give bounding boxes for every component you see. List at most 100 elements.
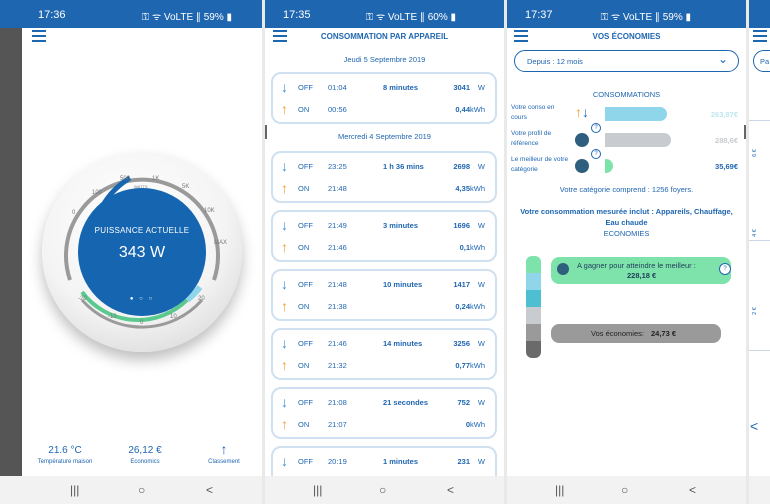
date-header: Mercredi 4 Septembre 2019 [338, 132, 431, 141]
bar-current: Votre conso en cours ↑↓ 263,87€ [511, 103, 740, 127]
duration-value: 10 minutes [383, 280, 423, 289]
home-button[interactable]: ○ [621, 483, 629, 497]
period-select[interactable]: Pa [753, 50, 770, 72]
chevron-left-icon[interactable]: < [750, 418, 759, 434]
help-icon[interactable]: ? [719, 263, 731, 275]
measure-unit: kWh [470, 420, 485, 429]
tick-label: -10 [108, 314, 117, 320]
bar-reference: Votre profil de référence ? 288,6€ [511, 123, 740, 153]
menu-icon[interactable] [32, 30, 46, 42]
device-card[interactable]: ↓ OFF 21:08 21 secondes 752 W ↑ ON 21:07 0 kWh [271, 387, 497, 439]
home-button[interactable]: ○ [138, 483, 146, 497]
device-card[interactable]: ↓ OFF 21:48 10 minutes 1417 W ↑ ON 21:38 0,24 kWh [271, 269, 497, 321]
pager-dots[interactable]: ● ○ ○ [129, 296, 155, 302]
status-time: 17:37 [525, 9, 553, 21]
arrow-down-icon: ↓ [281, 79, 288, 95]
measure-value: 1696 [453, 221, 470, 230]
measure-unit: kWh [470, 243, 485, 252]
state-label: OFF [298, 398, 313, 407]
tick-label: 1K [152, 176, 160, 182]
help-icon[interactable]: ? [591, 123, 601, 133]
device-card[interactable]: ↓ OFF 21:49 3 minutes 1696 W ↑ ON 21:46 0,1 kWh [271, 210, 497, 262]
on-row: ↑ ON 21:32 0,77 kWh [273, 356, 495, 376]
page-title: VOS ÉCONOMIES [592, 32, 661, 41]
bar-amount: 263,87€ [710, 110, 738, 119]
economies-label: ECONOMIES [603, 229, 650, 238]
help-icon[interactable]: ? [591, 149, 601, 159]
economies-stack [526, 256, 541, 358]
measure-value: 0,77 [455, 361, 470, 370]
tick-label: 0 [72, 210, 76, 216]
back-button[interactable]: < [447, 483, 455, 497]
arrow-down-icon: ↓ [281, 453, 288, 469]
bar-label: Votre profil de référence [511, 130, 552, 147]
category-text: Votre catégorie comprend : 1256 foyers. [559, 185, 694, 194]
home-button[interactable]: ○ [379, 483, 387, 497]
scroll-indicator[interactable] [265, 125, 267, 139]
device-card[interactable]: ↓ OFF 21:46 14 minutes 3256 W ↑ ON 21:32 0,77 kWh [271, 328, 497, 380]
menu-icon[interactable] [753, 30, 767, 42]
arrow-up-icon: ↑ [281, 298, 288, 314]
state-label: ON [298, 302, 310, 311]
tick-label: 20 [198, 296, 205, 302]
period-select[interactable]: Depuis : 12 mois ⌄ [514, 50, 739, 72]
android-nav-bar: ||| ○ < [265, 476, 504, 504]
time-value: 21:49 [328, 221, 347, 230]
time-value: 21:46 [328, 339, 347, 348]
temperature-label: Température maison [37, 459, 93, 465]
recents-button[interactable]: ||| [70, 483, 80, 497]
gauge-title: PUISSANCE ACTUELLE [94, 226, 190, 235]
measure-value: 2698 [453, 162, 470, 171]
state-label: OFF [298, 83, 313, 92]
state-label: ON [298, 105, 310, 114]
measure-unit: W [477, 83, 485, 92]
measure-unit: W [477, 398, 485, 407]
on-row: ↑ ON 21:48 4,35 kWh [273, 179, 495, 199]
arrow-down-icon: ↓ [281, 394, 288, 410]
time-value: 21:07 [328, 420, 347, 429]
grid-line [749, 120, 770, 121]
state-label: OFF [298, 339, 313, 348]
measure-unit: W [477, 162, 485, 171]
device-card[interactable]: ↓ OFF 01:04 8 minutes 3041 W ↑ ON 00:56 0,44 kWh [271, 72, 497, 124]
back-button[interactable]: < [689, 483, 697, 497]
time-value: 21:08 [328, 398, 347, 407]
off-row: ↓ OFF 21:48 10 minutes 1417 W [273, 275, 495, 295]
ranking-widget[interactable]: ↑ Classement [194, 442, 254, 465]
measure-value: 4,35 [455, 184, 470, 193]
arrow-up-icon: ↑ [281, 239, 288, 255]
recents-button[interactable]: ||| [313, 483, 323, 497]
device-card[interactable]: ↓ OFF 23:25 1 h 36 mins 2698 W ↑ ON 21:48 4,35 kWh [271, 151, 497, 203]
measure-unit: W [477, 280, 485, 289]
avatar-icon [575, 159, 589, 173]
recents-button[interactable]: ||| [555, 483, 565, 497]
user-arrows-icon: ↑↓ [575, 104, 589, 120]
on-row: ↑ ON 21:07 0 kWh [273, 415, 495, 435]
arrow-up-icon: ↑ [281, 416, 288, 432]
off-row: ↓ OFF 01:04 8 minutes 3041 W [273, 78, 495, 98]
temperature-value: 21.6 °C [48, 445, 82, 456]
economics-widget: 26,12 € Economics [110, 445, 180, 465]
status-bar: 17:36 ⚿ ᯤ VoLTE ∥ 59% ▮ [0, 0, 262, 28]
bar-fill [605, 107, 667, 121]
economics-value: 26,12 € [128, 445, 162, 456]
savings-value: 24,73 € [651, 329, 677, 338]
section-title: CONSOMMATIONS [592, 90, 661, 99]
menu-icon[interactable] [514, 30, 528, 42]
status-bar: 17:35 ⚿ ᯤ VoLTE ∥ 60% ▮ [265, 0, 504, 28]
android-nav-bar: ||| ○ < [507, 476, 746, 504]
arrow-up-icon: ↑ [281, 101, 288, 117]
partial-screen: Pa 6 € 4 € 2 € < [749, 0, 770, 504]
state-label: ON [298, 420, 310, 429]
time-value: 21:48 [328, 184, 347, 193]
on-row: ↑ ON 00:56 0,44 kWh [273, 100, 495, 120]
duration-value: 14 minutes [383, 339, 423, 348]
arrow-down-icon: ↓ [281, 217, 288, 233]
state-label: ON [298, 361, 310, 370]
gauge-value: 343 W [118, 244, 166, 261]
gain-label: A gagner pour atteindre le meilleur : [577, 261, 696, 270]
scroll-indicator[interactable] [744, 125, 746, 139]
chevron-down-icon: ⌄ [717, 52, 728, 66]
back-button[interactable]: < [206, 483, 214, 497]
menu-icon[interactable] [273, 30, 287, 42]
